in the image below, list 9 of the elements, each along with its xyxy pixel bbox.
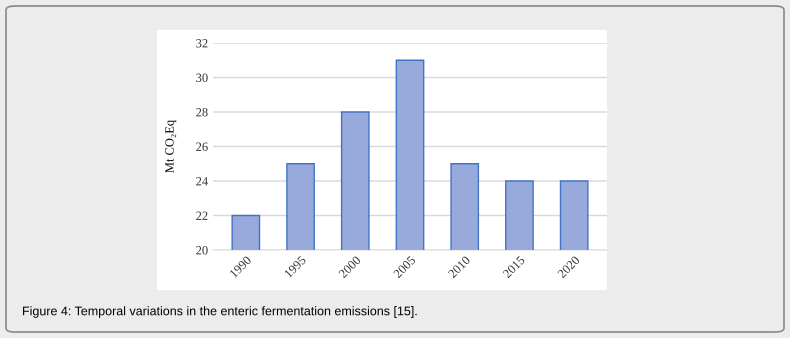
y-axis-title: Mt CO₂Eq xyxy=(165,120,176,173)
y-tick-label: 22 xyxy=(196,212,208,220)
y-tick-label: 24 xyxy=(196,177,208,186)
caption: Figure 4: Temporal variations in the enteric fermentation emissions [15]. xyxy=(23,306,417,318)
y-tick-label: 30 xyxy=(196,74,208,82)
y-tick-label: 28 xyxy=(196,108,208,116)
y-tick-label: 32 xyxy=(196,39,208,48)
y-tick-label: 26 xyxy=(196,142,208,151)
y-tick-label: 20 xyxy=(196,246,208,254)
